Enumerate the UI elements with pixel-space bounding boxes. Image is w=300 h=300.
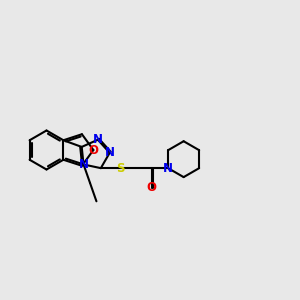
- Text: N: N: [105, 146, 115, 159]
- Text: N: N: [93, 133, 103, 146]
- Text: S: S: [116, 162, 124, 175]
- Text: N: N: [163, 162, 173, 175]
- Text: N: N: [79, 158, 88, 171]
- Text: O: O: [146, 181, 157, 194]
- Text: O: O: [88, 143, 98, 157]
